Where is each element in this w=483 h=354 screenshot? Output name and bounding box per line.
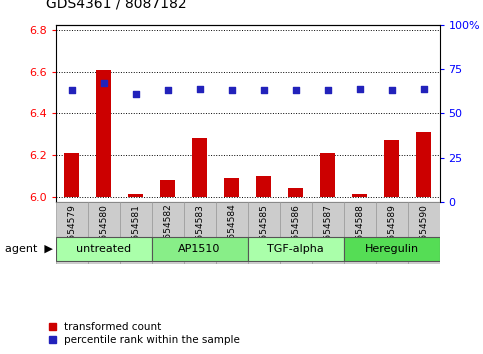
Text: GDS4361 / 8087182: GDS4361 / 8087182 <box>46 0 186 11</box>
FancyBboxPatch shape <box>56 202 87 264</box>
Point <box>196 86 203 91</box>
FancyBboxPatch shape <box>312 202 343 264</box>
Point <box>420 86 427 91</box>
FancyBboxPatch shape <box>248 202 280 264</box>
Bar <box>384 140 399 196</box>
Bar <box>64 153 79 196</box>
Bar <box>160 180 175 196</box>
FancyBboxPatch shape <box>120 202 152 264</box>
FancyBboxPatch shape <box>376 202 408 264</box>
Text: GSM554581: GSM554581 <box>131 204 140 258</box>
Bar <box>256 176 271 196</box>
Point <box>324 87 331 93</box>
FancyBboxPatch shape <box>343 202 376 264</box>
FancyBboxPatch shape <box>215 202 248 264</box>
Text: GSM554579: GSM554579 <box>67 204 76 258</box>
Text: GSM554588: GSM554588 <box>355 204 364 258</box>
Text: agent  ▶: agent ▶ <box>5 244 53 254</box>
Text: untreated: untreated <box>76 244 131 254</box>
FancyBboxPatch shape <box>152 202 184 264</box>
Text: GSM554586: GSM554586 <box>291 204 300 258</box>
FancyBboxPatch shape <box>152 237 248 261</box>
Legend: transformed count, percentile rank within the sample: transformed count, percentile rank withi… <box>49 322 240 345</box>
Text: GSM554587: GSM554587 <box>323 204 332 258</box>
Bar <box>96 69 111 196</box>
Text: TGF-alpha: TGF-alpha <box>267 244 324 254</box>
Text: GSM554589: GSM554589 <box>387 204 396 258</box>
Point <box>292 87 299 93</box>
Text: GSM554583: GSM554583 <box>195 204 204 258</box>
Point <box>388 87 396 93</box>
Point <box>355 86 363 91</box>
Text: GSM554585: GSM554585 <box>259 204 268 258</box>
Text: GSM554590: GSM554590 <box>419 204 428 258</box>
FancyBboxPatch shape <box>56 237 152 261</box>
Point <box>227 87 235 93</box>
Text: GSM554580: GSM554580 <box>99 204 108 258</box>
Point <box>164 87 171 93</box>
FancyBboxPatch shape <box>184 202 215 264</box>
Point <box>132 91 140 97</box>
Point <box>260 87 268 93</box>
Point <box>68 87 75 93</box>
Text: Heregulin: Heregulin <box>365 244 419 254</box>
Bar <box>192 138 207 196</box>
FancyBboxPatch shape <box>87 202 120 264</box>
Bar <box>416 132 431 196</box>
Point <box>99 80 107 86</box>
Text: GSM554582: GSM554582 <box>163 204 172 258</box>
FancyBboxPatch shape <box>408 202 440 264</box>
FancyBboxPatch shape <box>343 237 440 261</box>
Text: AP1510: AP1510 <box>178 244 221 254</box>
Bar <box>128 194 143 196</box>
Bar <box>224 178 239 196</box>
FancyBboxPatch shape <box>280 202 312 264</box>
Bar <box>288 188 303 196</box>
Bar <box>320 153 335 196</box>
FancyBboxPatch shape <box>248 237 343 261</box>
Bar <box>352 194 367 196</box>
Text: GSM554584: GSM554584 <box>227 204 236 258</box>
